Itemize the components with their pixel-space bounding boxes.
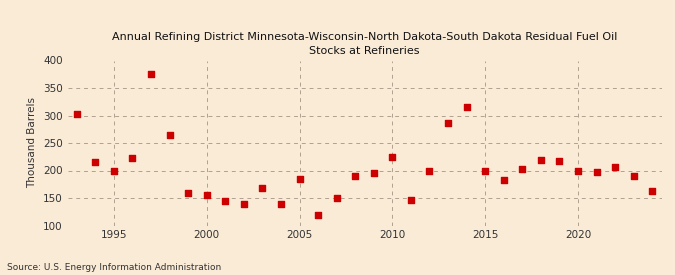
Point [183,190,194,195]
Point [461,105,472,109]
Point [109,168,119,173]
Text: Source: U.S. Energy Information Administration: Source: U.S. Energy Information Administ… [7,263,221,272]
Point [369,171,379,175]
Point [350,174,360,178]
Point [238,201,249,206]
Point [647,189,657,193]
Point [90,160,101,164]
Point [294,177,305,181]
Point [517,167,528,172]
Y-axis label: Thousand Barrels: Thousand Barrels [27,98,37,188]
Point [554,159,565,163]
Point [591,170,602,174]
Point [331,196,342,200]
Point [535,157,546,162]
Point [387,155,398,159]
Point [257,186,268,190]
Point [313,212,323,217]
Point [424,168,435,173]
Point [498,178,509,183]
Point [164,133,175,137]
Point [406,197,416,202]
Point [443,120,454,125]
Point [220,199,231,203]
Point [146,72,157,76]
Point [572,168,583,173]
Point [201,193,212,197]
Point [610,165,620,169]
Title: Annual Refining District Minnesota-Wisconsin-North Dakota-South Dakota Residual : Annual Refining District Minnesota-Wisco… [112,32,617,56]
Point [628,174,639,178]
Point [72,112,82,117]
Point [127,156,138,161]
Point [480,168,491,173]
Point [275,201,286,206]
